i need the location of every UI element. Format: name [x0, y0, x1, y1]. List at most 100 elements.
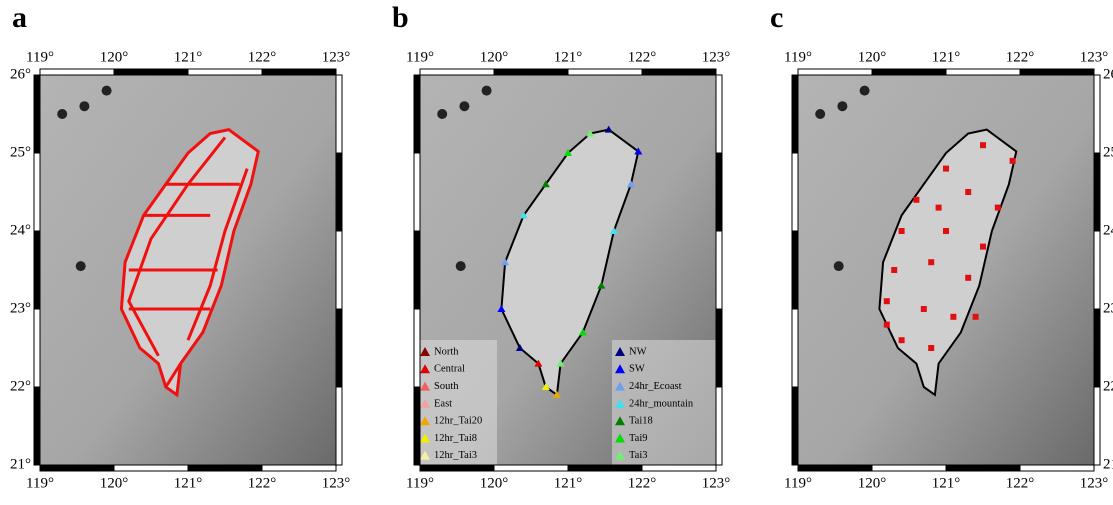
- bottom-tick-label: 122°: [1006, 475, 1035, 491]
- frame-bar: [716, 75, 722, 153]
- top-tick-label: 120°: [858, 49, 887, 65]
- side-tick-label: 25°: [1103, 144, 1113, 160]
- frame-bar: [1094, 309, 1100, 387]
- frame-bar: [188, 465, 262, 471]
- island: [456, 261, 466, 271]
- frame-bar: [1020, 69, 1094, 75]
- frame-bar: [262, 465, 336, 471]
- frame-bar: [34, 309, 40, 387]
- top-tick-label: 123°: [702, 49, 731, 65]
- island: [459, 101, 469, 111]
- frame-bar: [1094, 387, 1100, 465]
- island: [437, 109, 447, 119]
- frame-bar: [792, 153, 798, 231]
- station: [899, 228, 905, 234]
- frame-bar: [798, 69, 872, 75]
- legend-label: South: [434, 381, 459, 392]
- frame-bar: [336, 231, 342, 309]
- map-panel: a119°120°121°122°123°119°120°121°122°123…: [10, 1, 350, 492]
- frame-bar: [1020, 465, 1094, 471]
- frame-bar: [336, 75, 342, 153]
- station: [884, 298, 890, 304]
- side-tick-label: 24°: [1103, 222, 1113, 238]
- bottom-tick-label: 123°: [702, 475, 731, 491]
- station: [965, 189, 971, 195]
- side-tick-label: 21°: [10, 456, 31, 472]
- frame-bar: [1094, 231, 1100, 309]
- bottom-tick-label: 122°: [248, 475, 277, 491]
- legend-label: Central: [434, 364, 465, 375]
- station: [950, 314, 956, 320]
- station: [921, 306, 927, 312]
- station: [884, 322, 890, 328]
- bottom-tick-label: 121°: [174, 475, 203, 491]
- station: [899, 337, 905, 343]
- frame-bar: [946, 69, 1020, 75]
- frame-bar: [414, 387, 420, 465]
- frame-bar: [414, 153, 420, 231]
- map-panel: c119°120°121°122°123°119°120°121°122°123…: [770, 1, 1113, 492]
- legend-label: Tai3: [629, 450, 648, 461]
- legend-label: North: [434, 346, 459, 357]
- legend-label: 24hr_mountain: [629, 398, 694, 409]
- frame-bar: [114, 465, 188, 471]
- legend-box: [417, 340, 497, 466]
- bottom-tick-label: 121°: [554, 475, 583, 491]
- island: [57, 109, 67, 119]
- frame-bar: [792, 75, 798, 153]
- top-tick-label: 123°: [1080, 49, 1109, 65]
- island: [834, 261, 844, 271]
- frame-bar: [34, 231, 40, 309]
- island: [860, 86, 870, 96]
- side-tick-label: 23°: [1103, 300, 1113, 316]
- frame-bar: [420, 465, 494, 471]
- station: [928, 259, 934, 265]
- side-tick-label: 22°: [10, 378, 31, 394]
- top-tick-label: 121°: [932, 49, 961, 65]
- station: [943, 228, 949, 234]
- bottom-tick-label: 119°: [26, 475, 54, 491]
- island: [837, 101, 847, 111]
- frame-bar: [414, 231, 420, 309]
- top-tick-label: 122°: [248, 49, 277, 65]
- side-tick-label: 26°: [1103, 66, 1113, 82]
- station: [995, 205, 1001, 211]
- frame-bar: [40, 465, 114, 471]
- legend-label: 24hr_Ecoast: [629, 381, 682, 392]
- frame-bar: [792, 231, 798, 309]
- frame-bar: [568, 69, 642, 75]
- figure: a119°120°121°122°123°119°120°121°122°123…: [0, 0, 1113, 500]
- station: [891, 267, 897, 273]
- bottom-tick-label: 122°: [628, 475, 657, 491]
- frame-bar: [40, 69, 114, 75]
- station: [1010, 158, 1016, 164]
- frame-bar: [716, 387, 722, 465]
- top-tick-label: 120°: [480, 49, 509, 65]
- frame-bar: [872, 69, 946, 75]
- bottom-tick-label: 123°: [1080, 475, 1109, 491]
- bottom-tick-label: 120°: [480, 475, 509, 491]
- side-tick-label: 24°: [10, 222, 31, 238]
- side-tick-label: 25°: [10, 144, 31, 160]
- top-tick-label: 119°: [406, 49, 434, 65]
- frame-bar: [34, 75, 40, 153]
- frame-bar: [642, 465, 716, 471]
- legend-label: Tai18: [629, 416, 653, 427]
- frame-bar: [494, 69, 568, 75]
- frame-bar: [414, 75, 420, 153]
- side-tick-label: 21°: [1103, 456, 1113, 472]
- legend-label: 12hr_Tai8: [434, 433, 477, 444]
- legend-label: 12hr_Tai3: [434, 450, 477, 461]
- island: [79, 101, 89, 111]
- island: [76, 261, 86, 271]
- frame-bar: [188, 69, 262, 75]
- station: [973, 314, 979, 320]
- legend-label: East: [434, 398, 452, 409]
- frame-bar: [34, 387, 40, 465]
- side-tick-label: 26°: [10, 66, 31, 82]
- station: [980, 142, 986, 148]
- top-tick-label: 119°: [784, 49, 812, 65]
- frame-bar: [1094, 153, 1100, 231]
- frame-bar: [716, 309, 722, 387]
- legend-label: SW: [629, 364, 645, 375]
